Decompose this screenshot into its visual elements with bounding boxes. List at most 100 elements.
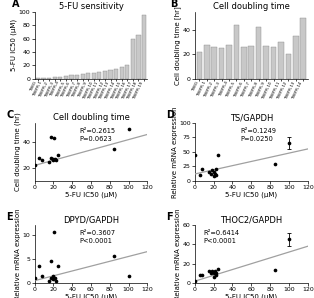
Point (272, 161, 277, 166)
Point (197, 273, 202, 278)
Text: P=0.0623: P=0.0623 (80, 136, 112, 142)
Title: 5-FU sensitivity: 5-FU sensitivity (58, 2, 123, 11)
Point (56, 264, 61, 268)
Bar (36, 78, 40, 79)
Y-axis label: Relative mRNA expression: Relative mRNA expression (172, 106, 178, 198)
Point (209, 269, 214, 274)
Title: DPYD/GAPDH: DPYD/GAPDH (63, 215, 119, 224)
Point (286, 237, 291, 242)
Bar (64, 76, 68, 79)
Point (211, 275, 216, 280)
Point (52, 230, 57, 235)
Bar (263, 46, 269, 79)
Text: F: F (167, 212, 173, 222)
Bar (226, 45, 232, 79)
Point (212, 269, 217, 274)
Point (209, 168, 214, 173)
Bar (248, 46, 254, 79)
Point (193, 152, 198, 157)
Point (126, 127, 131, 132)
Bar (136, 35, 141, 79)
Bar (286, 55, 291, 79)
Point (208, 172, 213, 176)
Bar (47, 78, 51, 79)
Point (46, 278, 51, 283)
Point (214, 173, 219, 178)
Point (200, 273, 205, 278)
Y-axis label: Relative mRNA expression: Relative mRNA expression (176, 208, 181, 298)
Point (46, 159, 51, 164)
Bar (256, 27, 262, 79)
Y-axis label: 5-FU IC50 (μM): 5-FU IC50 (μM) (11, 19, 17, 72)
Point (206, 170, 211, 175)
Bar (131, 39, 135, 79)
Point (54, 158, 59, 163)
Y-axis label: Cell doubling time [hr]: Cell doubling time [hr] (175, 6, 181, 85)
Point (53, 156, 58, 161)
Point (213, 167, 218, 172)
Point (212, 172, 217, 176)
Y-axis label: Cell doubling time (hr): Cell doubling time (hr) (15, 113, 21, 191)
Point (200, 167, 205, 172)
Title: Cell doubling time: Cell doubling time (213, 2, 290, 11)
Point (32, 276, 37, 281)
Point (49, 259, 54, 264)
Text: B: B (170, 0, 177, 9)
X-axis label: 5-FU IC50 (μM): 5-FU IC50 (μM) (225, 294, 277, 298)
Point (49, 135, 54, 139)
Bar (97, 72, 101, 79)
Text: C: C (6, 110, 14, 120)
Bar (103, 72, 107, 79)
Bar (52, 77, 57, 79)
Bar (278, 42, 284, 79)
Bar (58, 77, 62, 79)
Point (206, 269, 211, 274)
Point (213, 271, 218, 276)
Point (40, 158, 45, 163)
Text: P=0.0250: P=0.0250 (240, 136, 273, 142)
Point (56, 153, 61, 157)
Point (208, 271, 213, 276)
Point (51, 274, 56, 278)
Bar (293, 36, 299, 79)
Point (286, 141, 291, 145)
X-axis label: 5-FU IC50 (μM): 5-FU IC50 (μM) (225, 192, 277, 198)
Point (112, 146, 117, 151)
Text: R²=0.6414: R²=0.6414 (204, 230, 240, 236)
Bar (204, 45, 209, 79)
Title: TS/GAPDH: TS/GAPDH (230, 113, 273, 122)
Point (54, 278, 59, 283)
Text: R²=0.1249: R²=0.1249 (240, 128, 276, 134)
Bar (86, 74, 90, 79)
Bar (80, 74, 85, 79)
Point (216, 266, 221, 271)
Title: Cell doubling time: Cell doubling time (52, 113, 129, 122)
X-axis label: 5-FU IC50 (μM): 5-FU IC50 (μM) (65, 294, 117, 298)
Text: R²=0.2615: R²=0.2615 (80, 128, 116, 134)
Point (48, 276, 53, 281)
Text: R²=0.3607: R²=0.3607 (80, 230, 116, 236)
Point (40, 274, 45, 278)
Point (48, 155, 53, 160)
Point (52, 136, 57, 141)
Bar (271, 47, 276, 79)
Title: THOC2/GAPDH: THOC2/GAPDH (220, 215, 282, 224)
Bar (211, 47, 217, 79)
Bar (120, 67, 124, 79)
Bar (219, 48, 225, 79)
Point (272, 268, 277, 273)
Point (37, 264, 42, 268)
Point (211, 271, 216, 276)
Point (51, 277, 56, 282)
Point (32, 163, 37, 168)
X-axis label: 5-FU IC50 (μM): 5-FU IC50 (μM) (65, 192, 117, 198)
Point (51, 156, 56, 161)
Y-axis label: Relative mRNA expression: Relative mRNA expression (15, 208, 21, 298)
Bar (75, 75, 79, 79)
Point (53, 276, 58, 281)
Bar (114, 69, 118, 79)
Point (211, 174, 216, 179)
Point (197, 173, 202, 178)
Bar (241, 47, 246, 79)
Bar (300, 18, 306, 79)
